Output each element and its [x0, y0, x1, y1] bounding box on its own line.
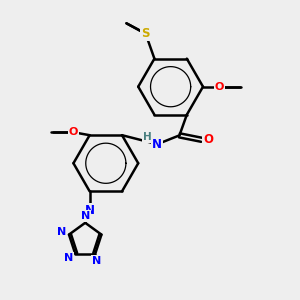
- Text: N: N: [81, 211, 90, 221]
- Text: N: N: [152, 138, 162, 151]
- Text: N: N: [57, 227, 66, 237]
- Text: N: N: [64, 253, 73, 263]
- Text: N: N: [92, 256, 101, 266]
- Text: N: N: [85, 204, 94, 217]
- Text: O: O: [203, 133, 213, 146]
- Text: O: O: [214, 82, 224, 92]
- Text: O: O: [69, 127, 78, 137]
- Text: H: H: [143, 132, 152, 142]
- Text: S: S: [141, 27, 150, 40]
